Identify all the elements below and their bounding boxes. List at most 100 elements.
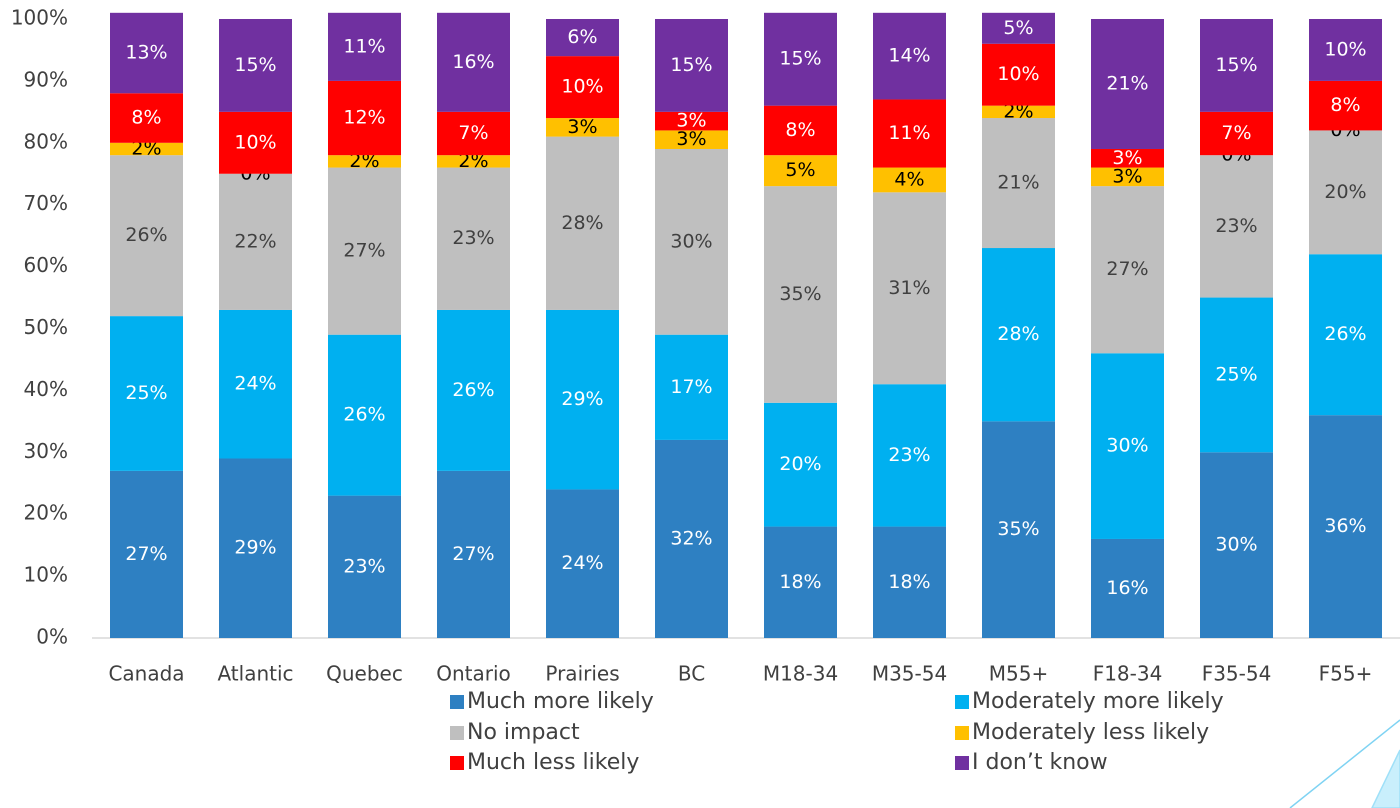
- bar-segment: [1091, 186, 1164, 354]
- legend-swatch: [955, 756, 969, 770]
- bar-segment: [873, 384, 946, 527]
- bar-segment: [219, 111, 292, 174]
- y-tick-label: 40%: [24, 377, 68, 401]
- data-label: 18%: [888, 571, 930, 593]
- data-label: 29%: [561, 388, 603, 410]
- legend-label: No impact: [467, 720, 580, 745]
- bar-segment: [328, 80, 401, 156]
- bar-segment: [546, 19, 619, 57]
- bar-segment: [437, 470, 510, 638]
- data-label: 23%: [888, 444, 930, 466]
- bar-segment: [546, 118, 619, 137]
- y-tick-label: 10%: [24, 563, 68, 587]
- data-label: 8%: [131, 107, 161, 129]
- data-label: 21%: [1106, 72, 1148, 94]
- bar-segment: [764, 12, 837, 106]
- data-label: 23%: [343, 555, 385, 577]
- data-label: 10%: [1324, 38, 1366, 60]
- x-tick-label: M35-54: [872, 662, 947, 686]
- bar-segment: [437, 111, 510, 156]
- bar-segment: [328, 495, 401, 638]
- data-label: 3%: [676, 110, 706, 132]
- data-label: 3%: [1112, 147, 1142, 169]
- data-label: 3%: [1112, 165, 1142, 187]
- bar-segment: [1200, 111, 1273, 156]
- data-label: 10%: [997, 63, 1039, 85]
- bar-segment: [1091, 148, 1164, 168]
- y-tick-label: 90%: [24, 67, 68, 91]
- legend-label: Much more likely: [467, 689, 654, 714]
- legend-label: Moderately less likely: [972, 720, 1209, 745]
- legend-label: I don’t know: [972, 750, 1108, 775]
- bar-segment: [982, 105, 1055, 119]
- bar-segment: [1091, 353, 1164, 539]
- bar-segment: [546, 489, 619, 638]
- bar-segment: [655, 439, 728, 638]
- data-label: 32%: [670, 527, 712, 549]
- bar-segment: [873, 192, 946, 385]
- data-label: 20%: [1324, 181, 1366, 203]
- data-label: 6%: [567, 26, 597, 48]
- data-label: 26%: [452, 379, 494, 401]
- data-label: 14%: [888, 45, 930, 67]
- data-label: 16%: [452, 51, 494, 73]
- data-label: 27%: [452, 543, 494, 565]
- bar-segment: [328, 167, 401, 335]
- data-label: 29%: [234, 537, 276, 559]
- bar-segment: [219, 19, 292, 112]
- data-label: 17%: [670, 376, 712, 398]
- bar-segment: [1309, 254, 1382, 416]
- data-label: 16%: [1106, 577, 1148, 599]
- bar-segment: [1091, 167, 1164, 187]
- data-label: 27%: [343, 240, 385, 262]
- data-label: 27%: [1106, 258, 1148, 280]
- bar-segment: [764, 186, 837, 403]
- bar-segment: [982, 12, 1055, 44]
- y-tick-label: 20%: [24, 501, 68, 525]
- x-tick-label: F55+: [1319, 662, 1373, 686]
- bar-segment: [437, 12, 510, 112]
- data-label: 15%: [1215, 54, 1257, 76]
- legend-label: Moderately more likely: [972, 689, 1224, 714]
- data-label: 20%: [779, 453, 821, 475]
- data-label: 26%: [1324, 323, 1366, 345]
- data-label: 36%: [1324, 515, 1366, 537]
- bar-segment: [1200, 452, 1273, 638]
- data-label: 10%: [234, 131, 276, 153]
- bar-segment: [982, 421, 1055, 638]
- bar-segment: [110, 155, 183, 317]
- data-label: 5%: [785, 159, 815, 181]
- bar-segment: [546, 56, 619, 119]
- data-label: 30%: [670, 230, 712, 252]
- y-tick-label: 70%: [24, 191, 68, 215]
- bar-segment: [110, 12, 183, 94]
- bar-segment: [546, 136, 619, 310]
- data-label: 35%: [997, 518, 1039, 540]
- data-label: 2%: [1003, 100, 1033, 122]
- x-tick-label: F35-54: [1202, 662, 1272, 686]
- data-label: 13%: [125, 42, 167, 64]
- data-label: 11%: [343, 35, 385, 57]
- data-label: 25%: [1215, 363, 1257, 385]
- bar-segment: [219, 173, 292, 310]
- bar-segment: [1309, 80, 1382, 131]
- bar-segment: [982, 43, 1055, 106]
- data-label: 12%: [343, 107, 385, 129]
- data-label: 8%: [785, 119, 815, 141]
- y-tick-label: 80%: [24, 129, 68, 153]
- data-label: 15%: [234, 54, 276, 76]
- y-tick-label: 30%: [24, 439, 68, 463]
- bar-segment: [110, 142, 183, 156]
- data-label: 24%: [561, 552, 603, 574]
- data-label: 3%: [567, 116, 597, 138]
- bar-segment: [873, 12, 946, 100]
- bar-segment: [764, 155, 837, 187]
- data-label: 26%: [125, 224, 167, 246]
- data-label: 3%: [676, 128, 706, 150]
- data-label: 35%: [779, 283, 821, 305]
- bar-segment: [1309, 130, 1382, 255]
- data-label: 30%: [1215, 534, 1257, 556]
- bar-segment: [1200, 155, 1273, 298]
- data-label: 22%: [234, 230, 276, 252]
